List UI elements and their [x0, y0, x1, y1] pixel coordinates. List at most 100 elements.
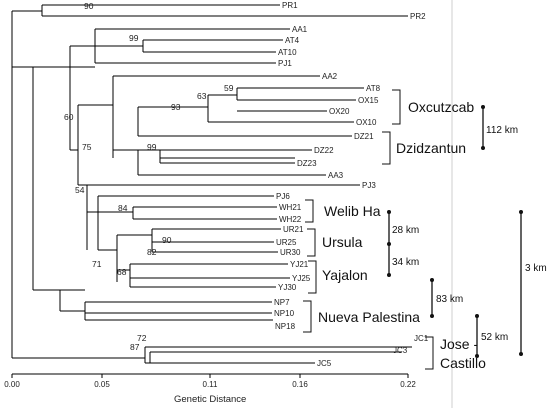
taxon-label: NP18 [275, 322, 296, 331]
bootstrap-value: 71 [92, 259, 102, 269]
bootstrap-value: 90 [84, 1, 94, 11]
bootstrap-value: 90 [162, 235, 172, 245]
bar-end-dot [430, 278, 434, 282]
tree-branches [11, 4, 412, 364]
taxon-label: YJ25 [292, 274, 311, 283]
group-names: Oxcutzcab Dzidzantun Welib Ha Ursula Yaj… [318, 99, 486, 371]
branch [87, 195, 274, 250]
bar-end-dot [475, 314, 479, 318]
branch [69, 45, 95, 151]
branch [98, 234, 152, 282]
bar-end-dot [387, 210, 391, 214]
bootstrap-value: 60 [64, 112, 74, 122]
distance-bars [387, 105, 523, 358]
bracket-oxcutzcab [392, 89, 401, 125]
bracket-yajalon [308, 260, 317, 294]
group-name-yajalon: Yajalon [322, 267, 368, 283]
branch [137, 149, 326, 176]
group-brackets [303, 89, 434, 370]
taxon-label: DZ21 [354, 132, 374, 141]
taxon-label: YJ30 [278, 283, 297, 292]
branch [159, 149, 312, 164]
taxon-label: PJ6 [276, 192, 290, 201]
axis-tick-label: 0.22 [400, 380, 416, 389]
branch [142, 39, 283, 53]
distance-labels: 112 km 28 km 34 km 83 km 52 km 3 km [392, 125, 547, 343]
bar-end-dot [387, 273, 391, 277]
taxon-label: DZ23 [297, 159, 317, 168]
branch [12, 66, 95, 291]
branch [236, 87, 364, 101]
taxon-label: PJ3 [362, 181, 376, 190]
axis-tick-label: 0.11 [203, 380, 219, 389]
taxon-label: JC5 [317, 359, 332, 368]
bar-end-dot [481, 105, 485, 109]
bar-end-dot [481, 146, 485, 150]
bootstrap-value: 93 [171, 102, 181, 112]
bracket-welib-ha [305, 199, 314, 223]
taxon-label: NP10 [274, 309, 295, 318]
taxon-label: UR21 [283, 225, 304, 234]
group-name-nueva-palestina: Nueva Palestina [318, 309, 420, 325]
bootstrap-values: 90 99 59 63 93 60 99 75 54 84 90 82 71 6… [64, 1, 234, 352]
taxon-label: PR1 [282, 1, 298, 10]
taxon-label: AT4 [285, 36, 300, 45]
branch [60, 346, 412, 364]
branch [117, 263, 290, 288]
taxon-label: AT10 [278, 48, 297, 57]
bar-end-dot [519, 352, 523, 356]
branch [59, 289, 273, 321]
branch [98, 206, 277, 220]
bracket-nueva-palestina [303, 300, 312, 333]
branch [137, 106, 352, 137]
taxon-label: JC1 [414, 334, 429, 343]
distance-label: 34 km [392, 257, 419, 268]
group-name-ursula: Ursula [322, 234, 363, 250]
bootstrap-value: 99 [147, 142, 157, 152]
taxon-label: WH21 [279, 203, 302, 212]
taxon-labels: PR1 PR2 AA1 AT4 AT10 PJ1 AA2 AT8 OX15 OX… [274, 1, 429, 368]
taxon-label: UR25 [276, 238, 297, 247]
taxon-label: AA1 [292, 25, 308, 34]
bar-end-dot [430, 314, 434, 318]
bootstrap-value: 99 [129, 33, 139, 43]
taxon-label: DZ22 [314, 146, 334, 155]
branch [11, 10, 60, 359]
taxon-label: JC3 [393, 346, 408, 355]
distance-label: 112 km [486, 125, 518, 136]
taxon-label: AA2 [322, 72, 338, 81]
branch [149, 351, 402, 364]
group-name-oxcutzcab: Oxcutzcab [408, 99, 474, 115]
taxon-label: NP7 [274, 298, 290, 307]
bootstrap-value: 84 [118, 203, 128, 213]
taxon-label: UR30 [280, 248, 301, 257]
distance-label: 28 km [392, 225, 419, 236]
taxon-label: OX15 [358, 96, 379, 105]
axis-tick-label: 0.05 [94, 380, 110, 389]
distance-label: 52 km [481, 332, 508, 343]
branch [207, 94, 354, 123]
branch [112, 75, 320, 158]
distance-label: 83 km [436, 294, 463, 305]
group-name-castillo: Castillo [440, 355, 486, 371]
bootstrap-value: 72 [137, 333, 147, 343]
axis-title: Genetic Distance [174, 394, 246, 405]
taxon-label: OX10 [356, 118, 377, 127]
taxon-label: PJ1 [278, 59, 292, 68]
axis-tick-label: 0.00 [4, 380, 20, 389]
axis-tick-label: 0.16 [292, 380, 308, 389]
x-axis: Genetic Distance 0.00 0.05 0.11 0.16 0.22 [4, 373, 416, 405]
taxon-label: AA3 [328, 171, 344, 180]
bracket-dzidzantun [382, 131, 391, 165]
branch [94, 28, 290, 64]
taxon-label: OX20 [329, 107, 350, 116]
branch [151, 228, 281, 253]
bar-end-dot [519, 210, 523, 214]
taxon-label: AT8 [366, 84, 381, 93]
bootstrap-value: 63 [197, 91, 207, 101]
taxon-label: PR2 [410, 12, 426, 21]
branch [41, 4, 408, 17]
bracket-ursula [307, 228, 316, 257]
bootstrap-value: 68 [117, 267, 127, 277]
